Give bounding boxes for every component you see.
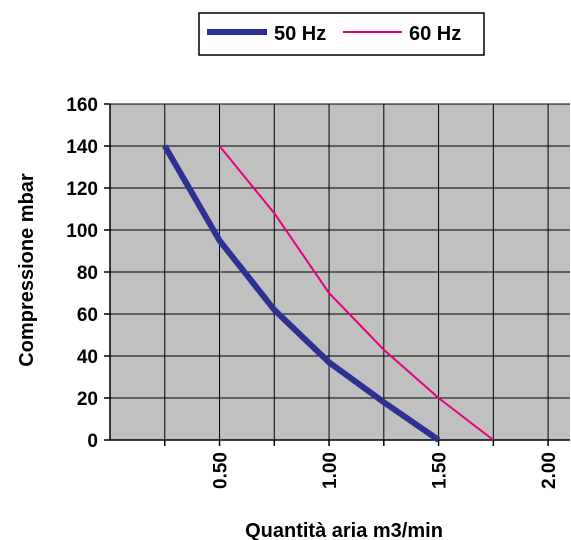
x-axis-label: Quantità aria m3/min <box>245 520 443 540</box>
x-tick-label: 1.00 <box>320 452 341 489</box>
legend-label-60hz: 60 Hz <box>409 23 461 45</box>
x-tick-label: 2.00 <box>539 452 560 489</box>
y-tick-label: 40 <box>77 347 98 368</box>
x-axis-ticks: 0.50 1.00 1.50 2.00 <box>164 440 560 489</box>
x-tick-label: 1.50 <box>430 452 451 489</box>
y-tick-label: 100 <box>66 221 98 242</box>
legend: 50 Hz 60 Hz <box>198 12 485 56</box>
series-lines <box>162 144 494 443</box>
series-line-60hz <box>218 145 494 441</box>
y-tick-label: 120 <box>66 179 98 200</box>
y-axis-label: Compressione mbar <box>16 173 38 367</box>
y-tick-label: 80 <box>77 263 98 284</box>
series-line-50hz <box>162 144 441 443</box>
y-tick-label: 0 <box>87 431 98 452</box>
y-tick-label: 60 <box>77 305 98 326</box>
x-tick-label: 0.50 <box>211 452 232 489</box>
y-tick-label: 160 <box>66 95 98 116</box>
legend-label-50hz: 50 Hz <box>274 23 326 45</box>
y-tick-label: 20 <box>77 389 98 410</box>
y-tick-label: 140 <box>66 137 98 158</box>
y-axis-ticks: 0 20 40 60 80 100 120 140 160 <box>66 95 110 452</box>
